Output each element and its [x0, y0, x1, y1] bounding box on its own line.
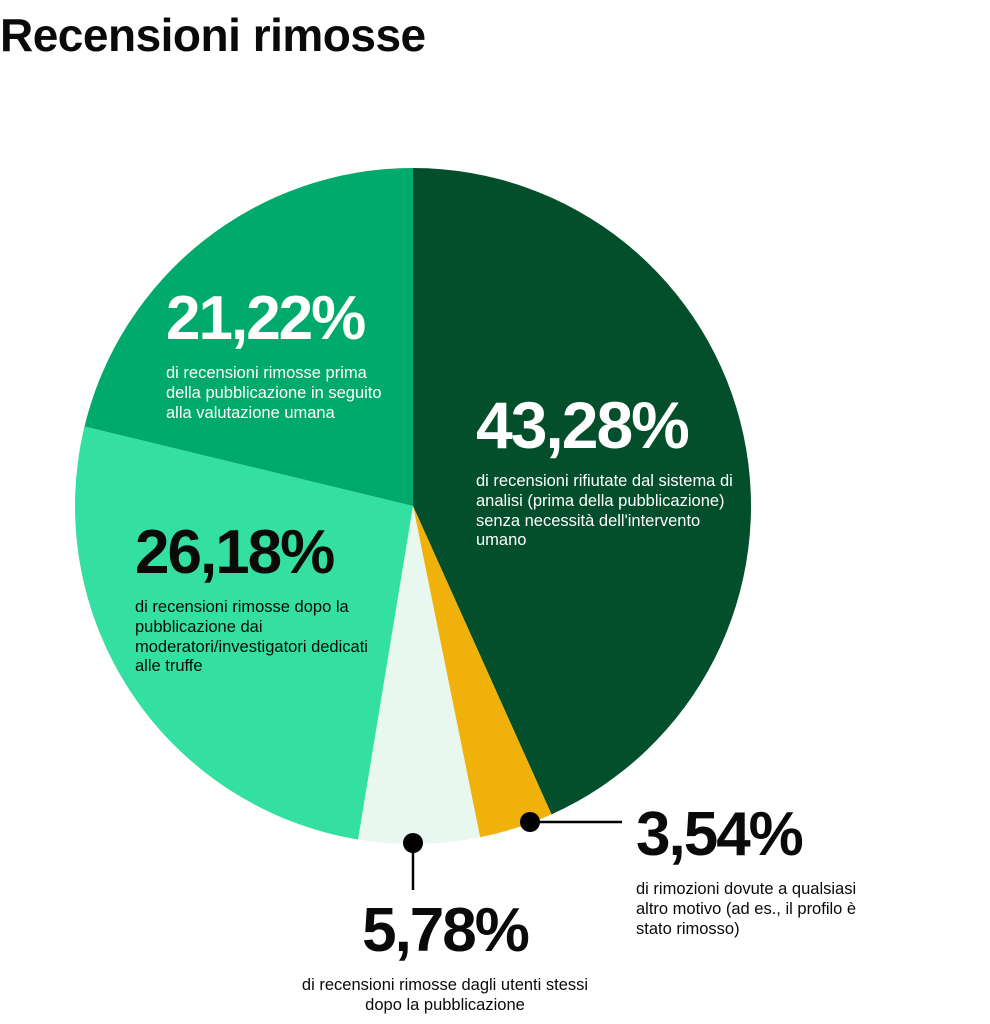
slice-value-2: 5,78%	[362, 896, 530, 965]
slice-label-1: 3,54% di rimozioni dovute a qualsiasi al…	[636, 804, 886, 939]
slice-value-3: 26,18%	[135, 518, 335, 587]
slice-label-4: 21,22% di recensioni rimosse prima della…	[166, 288, 406, 423]
slice-label-3: 26,18% di recensioni rimosse dopo la pub…	[135, 522, 375, 677]
slice-desc-2: di recensioni rimosse dagli utenti stess…	[301, 976, 589, 1014]
leader-dot-1	[520, 812, 540, 832]
pie-slice-3	[75, 426, 414, 840]
slice-value-1: 3,54%	[636, 800, 804, 869]
slice-desc-0: di recensioni rifiutate dal sistema di a…	[476, 472, 733, 550]
slice-label-0: 43,28% di recensioni rifiutate dal siste…	[476, 392, 736, 551]
slice-desc-1: di rimozioni dovute a qualsiasi altro mo…	[636, 880, 857, 938]
pie-slice-0	[413, 168, 751, 815]
slice-value-0: 43,28%	[476, 388, 690, 462]
pie-slice-4	[84, 168, 413, 506]
slice-desc-3: di recensioni rimosse dopo la pubblicazi…	[135, 598, 368, 676]
leader-dot-2	[403, 833, 423, 853]
slice-label-2: 5,78% di recensioni rimosse dagli utenti…	[300, 900, 590, 1016]
pie-slice-1	[413, 506, 552, 838]
slice-desc-4: di recensioni rimosse prima della pubbli…	[166, 364, 382, 422]
slice-value-4: 21,22%	[166, 284, 366, 353]
pie-slice-2	[358, 506, 481, 844]
chart-title: Recensioni rimosse	[0, 9, 426, 61]
